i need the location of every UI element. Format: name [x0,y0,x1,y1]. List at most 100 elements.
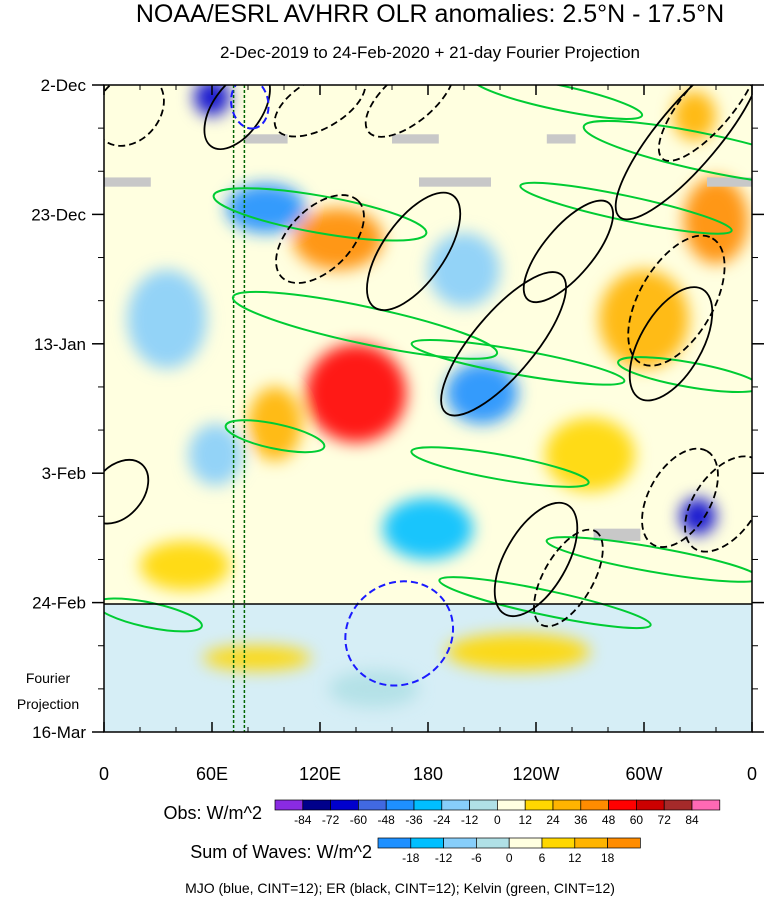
obs-colorbar-cell [691,799,721,811]
y-axis: 2-Dec 23-Dec 13-Jan 3-Feb 24-Feb 16-Mar [31,76,764,742]
mjo-contours [230,85,455,687]
obs-colorbar-cell [552,799,582,811]
projection-background [104,604,752,732]
anomaly-blob [293,208,383,270]
anomaly-blob [226,183,306,233]
chart-subtitle: 2-Dec-2019 to 24-Feb-2020 + 21-day Fouri… [220,43,640,62]
obs-colorbar-cell [663,799,693,811]
obs-colorbar-tick-label: -60 [350,813,368,827]
anomaly-blob [188,423,243,486]
kelvin-contour [617,356,752,394]
missing-data-bar [392,134,439,144]
anomaly-field [127,85,749,708]
obs-colorbar-tick-label: 12 [519,813,533,827]
waves-colorbar: -18 -12 -6 0 6 12 18 [377,837,641,865]
obs-colorbar-cell [636,799,665,811]
plot-area [104,85,752,732]
obs-colorbar-tick-label: 72 [658,813,672,827]
er-contours [104,85,752,628]
er-contour [104,85,165,147]
kelvin-contour [212,187,428,242]
y-tick-label: 16-Mar [32,723,86,742]
obs-colorbar-label: Obs: W/m^2 [164,803,262,823]
waves-colorbar-cell [476,837,510,849]
er-contour [275,194,365,284]
obs-colorbar-cell [469,799,498,811]
anomaly-blob [203,645,311,671]
missing-data [104,134,752,541]
kelvin-contour [231,290,499,360]
kelvin-contours [104,85,752,633]
waves-colorbar-cell [377,837,412,849]
waves-colorbar-tick-label: -18 [402,851,420,865]
obs-colorbar-tick-label: 24 [546,813,560,827]
kelvin-contour [104,597,203,633]
mjo-contour [344,580,455,687]
er-contour [440,271,567,417]
contour-legend-footer: MJO (blue, CINT=12); ER (black, CINT=12)… [185,880,615,896]
obs-colorbar-cell [330,799,359,811]
obs-colorbar-tick-label: -36 [405,813,423,827]
obs-colorbar-tick-label: 36 [574,813,588,827]
chart-title: NOAA/ESRL AVHRR OLR anomalies: 2.5°N - 1… [136,0,724,28]
obs-colorbar-cell [358,799,387,811]
obs-colorbar-cell [302,799,331,811]
er-contour [641,447,719,548]
er-contour [493,501,579,618]
y-tick-label: 3-Feb [42,464,86,483]
obs-colorbar-cell [580,799,609,811]
projection-label-line2: Projection [17,696,79,712]
obs-colorbar-cell [608,799,637,811]
missing-data-bar [244,134,288,144]
y-tick-label: 24-Feb [32,594,86,613]
waves-colorbar-cell [410,837,444,849]
waves-colorbar-tick-label: 6 [539,851,546,865]
er-contour [364,85,456,138]
waves-colorbar-tick-label: -12 [435,851,453,865]
x-tick-label: 180 [413,764,443,784]
obs-colorbar-cell [385,799,415,811]
obs-colorbar-cell [524,799,554,811]
waves-colorbar-cell [508,837,543,849]
x-tick-label: 120W [512,764,559,784]
anomaly-blob [127,269,207,369]
waves-colorbar-cell [541,837,576,849]
kelvin-contour [519,181,733,235]
anomaly-blob [194,85,230,116]
obs-colorbar-tick-label: -12 [461,813,479,827]
x-tick-label: 120E [299,764,341,784]
mjo-contour [230,85,270,130]
er-contour [203,85,271,151]
anomaly-blob [140,540,230,591]
missing-data-bar [593,528,641,541]
waves-colorbar-tick-label: -6 [471,851,482,865]
obs-colorbar-cell [413,799,443,811]
er-contour [628,286,714,402]
kelvin-contour [438,576,652,630]
projection-label-line1: Fourier [26,670,71,686]
kelvin-contour [410,338,626,386]
obs-colorbar: -84 -72 -60 -48 -36 -24 -12 0 12 24 36 48 60 72 84 [274,799,721,827]
waves-colorbar-cell [607,837,641,849]
anomaly-blob [428,232,500,307]
obs-colorbar-cell [497,799,526,811]
anomaly-blob [305,343,407,443]
obs-colorbar-tick-label: 84 [685,813,699,827]
obs-colorbar-tick-label: 60 [630,813,644,827]
kelvin-contour [545,536,752,583]
er-contour [366,191,462,312]
x-tick-label: 0 [99,764,109,784]
missing-data-bar [707,177,752,187]
waves-colorbar-cell [574,837,608,849]
anomaly-blob [545,417,635,492]
waves-colorbar-label: Sum of Waves: W/m^2 [190,842,372,862]
anomaly-blob [672,91,717,141]
obs-colorbar-cell [274,799,304,811]
anomaly-blob [383,497,473,560]
anomaly-blob [446,633,590,671]
waves-colorbar-cell [443,837,477,849]
waves-colorbar-tick-label: 12 [568,851,582,865]
y-tick-label: 13-Jan [34,335,86,354]
obs-colorbar-tick-label: -48 [378,813,396,827]
